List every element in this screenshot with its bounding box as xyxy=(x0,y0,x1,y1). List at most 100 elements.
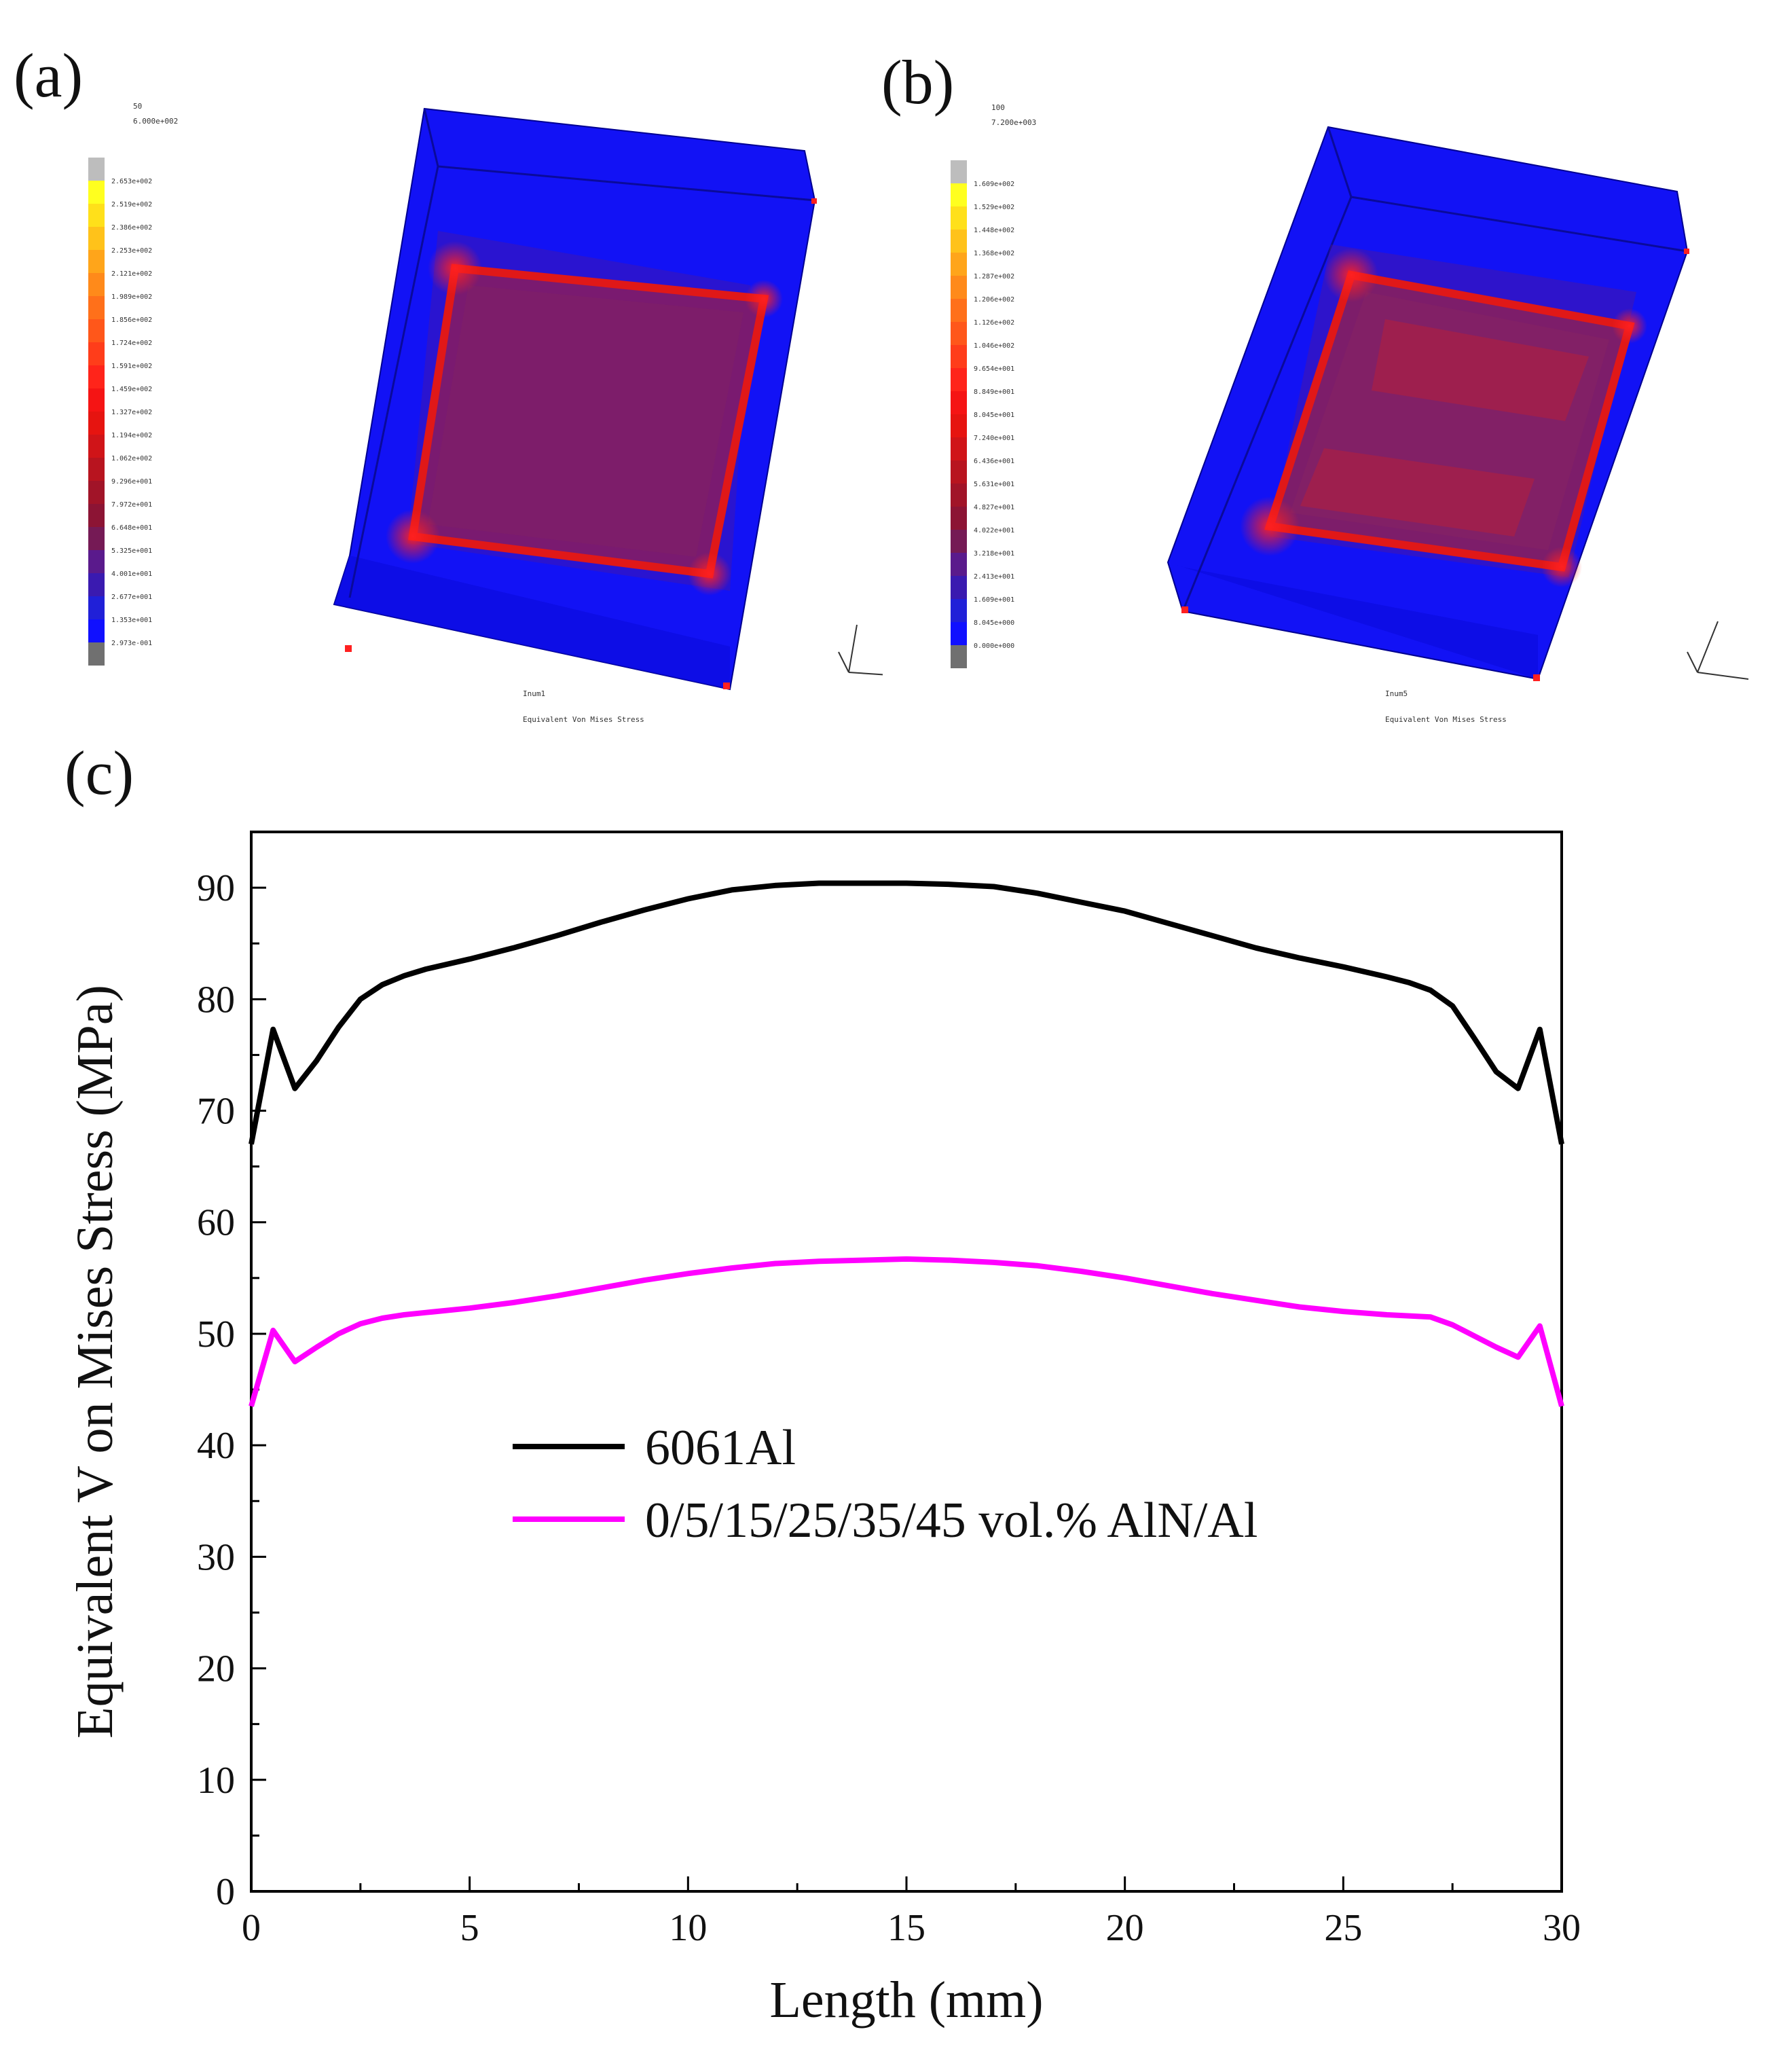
panel-b-label: (b) xyxy=(881,48,955,117)
header-line-1-a: 50 xyxy=(133,102,142,111)
corner-mark-a xyxy=(811,198,817,204)
legend-value-label: 1.609e+002 xyxy=(974,181,1014,188)
color-legend-b: 1.609e+002 1.529e+002 1.448e+002 1.368e+002… xyxy=(951,160,1014,668)
legend-value-label: 1.062e+002 xyxy=(111,455,152,462)
legend-value-label: 1.591e+002 xyxy=(111,363,152,370)
legend-value-label: 6.436e+001 xyxy=(974,458,1014,465)
legend-color-swatch xyxy=(88,273,105,296)
y-tick-label: 50 xyxy=(197,1313,235,1356)
legend-color-swatch xyxy=(951,368,967,391)
y-tick-label: 80 xyxy=(197,979,235,1021)
legend-color-swatch xyxy=(951,206,967,230)
legend-color-swatch xyxy=(88,550,105,573)
legend-color-swatch xyxy=(88,319,105,342)
legend-value-label: 1.609e+001 xyxy=(974,596,1014,604)
legend-color-swatch xyxy=(88,596,105,619)
legend-color-swatch xyxy=(88,527,105,550)
legend-value-label: 1.194e+002 xyxy=(111,432,152,439)
legend-color-swatch xyxy=(88,619,105,642)
legend-value-label: 1.353e+001 xyxy=(111,617,152,624)
footer-line-1-a: Inum1 xyxy=(523,689,545,698)
panel-a-label: (a) xyxy=(14,41,84,110)
legend-color-swatch xyxy=(951,645,967,668)
legend-value-label: 2.973e-001 xyxy=(111,640,152,647)
contour-plot-b: 100 7.200e+003 1.609e+002 1.529e+002 1.448… xyxy=(951,103,1749,724)
plot-area-frame xyxy=(250,831,1563,1893)
hotspot-a xyxy=(428,241,482,295)
corner-mark-a xyxy=(723,683,730,689)
y-axis: 0 10 20 30 40 50 60 70 80 90 xyxy=(197,831,266,1913)
legend-value-label: 7.240e+001 xyxy=(974,435,1014,442)
legend-value-label: 1.459e+002 xyxy=(111,386,152,393)
y-tick-label: 0 xyxy=(216,1871,235,1913)
stress-band-b xyxy=(1372,319,1589,421)
legend-value-label: 1.206e+002 xyxy=(974,296,1014,304)
legend-value-label: 1.856e+002 xyxy=(111,316,152,324)
footer-line-1-b: Inum5 xyxy=(1385,689,1408,698)
header-line-2-b: 7.200e+003 xyxy=(991,118,1036,127)
axis-triad-a xyxy=(838,624,883,676)
y-tick-label: 90 xyxy=(197,867,235,909)
hotspot-b xyxy=(1541,547,1582,587)
corner-mark-a xyxy=(345,645,352,652)
legend-color-swatch xyxy=(88,365,105,388)
color-legend-a: 2.653e+002 2.519e+002 2.386e+002 2.253e+002… xyxy=(88,158,152,666)
legend-value-label: 9.654e+001 xyxy=(974,365,1014,373)
x-tick-label: 5 xyxy=(460,1907,479,1949)
legend-value-label: 1.368e+002 xyxy=(974,250,1014,257)
legend-value-label: 5.631e+001 xyxy=(974,481,1014,488)
legend-color-swatch xyxy=(88,642,105,666)
legend-value-label: 1.989e+002 xyxy=(111,293,152,301)
x-tick-label: 0 xyxy=(242,1907,261,1949)
legend-value-label: 2.121e+002 xyxy=(111,270,152,278)
x-axis: 0 5 10 15 20 25 30 xyxy=(242,1876,1581,1949)
legend-value-label: 2.519e+002 xyxy=(111,201,152,208)
y-tick-label: 10 xyxy=(197,1760,235,1802)
legend-color-swatch xyxy=(951,391,967,414)
x-tick-label: 25 xyxy=(1324,1907,1362,1949)
legend-color-swatch xyxy=(951,230,967,253)
legend-color-swatch xyxy=(88,227,105,250)
inner-core-a xyxy=(428,285,743,557)
legend-color-swatch xyxy=(88,412,105,435)
x-tick-label: 15 xyxy=(887,1907,925,1949)
hotspot-b xyxy=(1324,248,1378,302)
legend-value-label: 1.724e+002 xyxy=(111,340,152,347)
legend-label-6061al: 6061Al xyxy=(645,1420,796,1476)
legend-color-swatch xyxy=(88,204,105,227)
legend-color-swatch xyxy=(88,250,105,273)
series-line-6061al xyxy=(249,880,1564,1145)
legend-color-swatch xyxy=(951,553,967,576)
legend-color-swatch xyxy=(951,530,967,553)
legend-value-label: 7.972e+001 xyxy=(111,501,152,509)
legend-value-label: 8.045e+001 xyxy=(974,412,1014,419)
legend-value-label: 5.325e+001 xyxy=(111,547,152,555)
contour-plot-a: 50 6.000e+002 2.653e+002 2.519e+002 2.386e… xyxy=(88,102,883,724)
legend-color-swatch xyxy=(88,458,105,481)
legend-value-label: 9.296e+001 xyxy=(111,478,152,486)
legend-value-label: 3.218e+001 xyxy=(974,550,1014,558)
legend-color-swatch xyxy=(951,299,967,322)
y-tick-label: 70 xyxy=(197,1091,235,1133)
y-tick-label: 20 xyxy=(197,1648,235,1690)
legend-color-swatch xyxy=(951,414,967,437)
legend-value-label: 1.448e+002 xyxy=(974,227,1014,234)
legend-value-label: 0.000e+000 xyxy=(974,642,1014,650)
x-axis-title: Length (mm) xyxy=(769,1971,1043,2029)
legend-color-swatch xyxy=(88,342,105,365)
hotspot-a xyxy=(688,552,731,596)
header-line-1-b: 100 xyxy=(991,103,1005,112)
legend-color-swatch xyxy=(951,160,967,183)
legend-color-swatch xyxy=(951,484,967,507)
series-line-composite xyxy=(249,1256,1564,1407)
legend-color-swatch xyxy=(951,345,967,368)
legend-value-label: 4.022e+001 xyxy=(974,527,1014,534)
legend-color-swatch xyxy=(88,504,105,527)
legend-value-label: 1.046e+002 xyxy=(974,342,1014,350)
y-axis-title: Equivalent V on Mises Stress (MPa) xyxy=(67,985,124,1739)
legend-value-label: 2.653e+002 xyxy=(111,178,152,185)
y-tick-label: 60 xyxy=(197,1202,235,1244)
legend-color-swatch xyxy=(951,599,967,622)
legend-value-label: 2.677e+001 xyxy=(111,594,152,601)
